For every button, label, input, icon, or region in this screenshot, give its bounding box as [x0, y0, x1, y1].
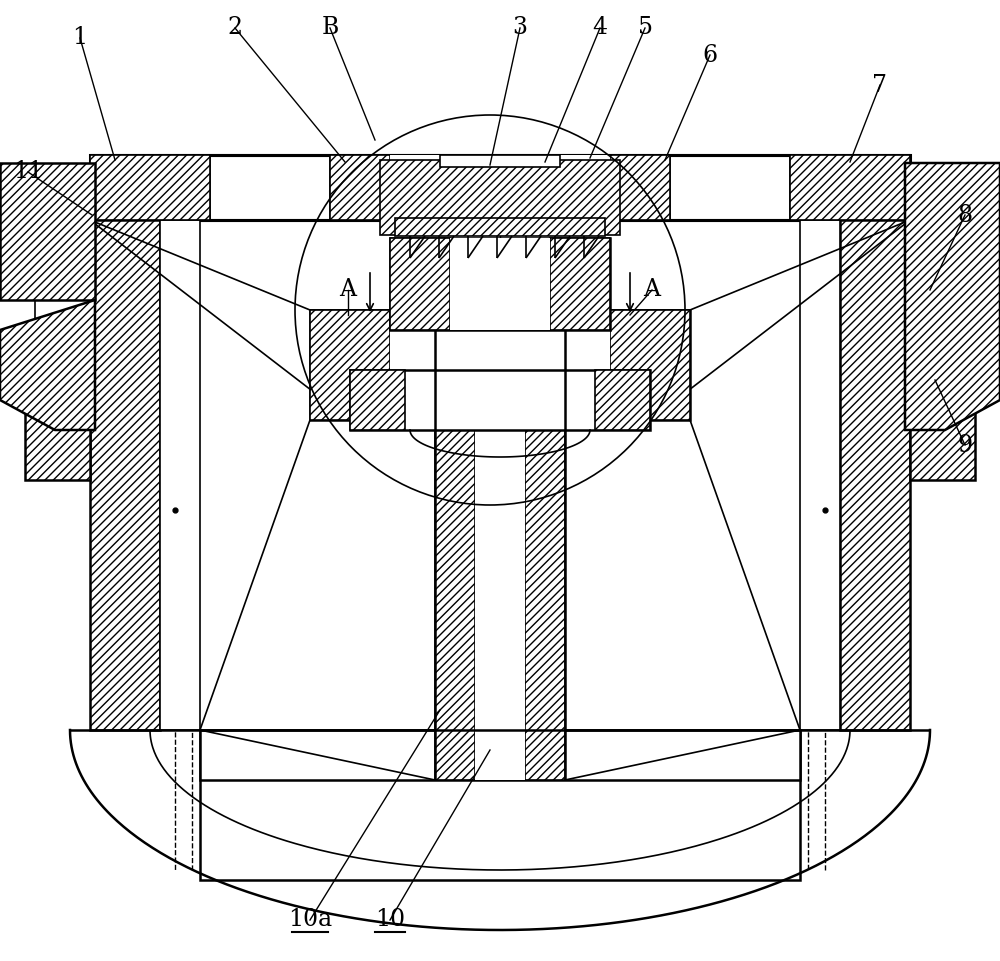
Bar [310, 310, 690, 420]
Text: 11: 11 [13, 160, 43, 184]
Text: A: A [340, 279, 356, 302]
Text: 10: 10 [375, 908, 405, 931]
Bar [525, 330, 565, 780]
Bar [350, 370, 650, 430]
Bar [910, 350, 975, 480]
Bar [610, 310, 690, 420]
Text: 3: 3 [512, 16, 528, 39]
Bar [595, 370, 650, 430]
Bar [90, 220, 160, 730]
Bar [395, 218, 605, 236]
Text: 8: 8 [957, 204, 973, 227]
Bar [435, 330, 475, 780]
Text: 6: 6 [702, 43, 718, 66]
Bar [380, 160, 620, 235]
Bar [450, 238, 550, 330]
Bar [350, 370, 405, 430]
Bar [200, 730, 800, 780]
Bar [550, 238, 610, 330]
Bar [610, 155, 670, 220]
Bar [800, 220, 840, 730]
Text: 1: 1 [72, 27, 88, 50]
Polygon shape [905, 163, 1000, 430]
Polygon shape [0, 300, 95, 430]
Text: 2: 2 [227, 16, 243, 39]
Bar [35, 290, 90, 350]
Bar [25, 350, 90, 480]
Bar [390, 238, 610, 330]
Bar [90, 155, 910, 220]
Bar [390, 310, 610, 420]
Text: 5: 5 [638, 16, 652, 39]
Bar [790, 155, 910, 220]
Text: 9: 9 [957, 433, 973, 456]
Bar [160, 220, 200, 730]
Polygon shape [0, 163, 95, 300]
Bar [390, 155, 610, 220]
Bar [310, 310, 390, 420]
Bar [200, 730, 800, 880]
Text: A: A [644, 279, 660, 302]
Bar [475, 330, 525, 780]
Text: 10a: 10a [288, 908, 332, 931]
Bar [440, 155, 560, 167]
Text: 7: 7 [872, 73, 888, 96]
Bar [90, 155, 210, 220]
Bar [840, 220, 910, 730]
Text: B: B [321, 16, 339, 39]
Bar [910, 290, 965, 350]
Bar [390, 238, 450, 330]
Text: 4: 4 [592, 16, 608, 39]
Bar [330, 155, 390, 220]
